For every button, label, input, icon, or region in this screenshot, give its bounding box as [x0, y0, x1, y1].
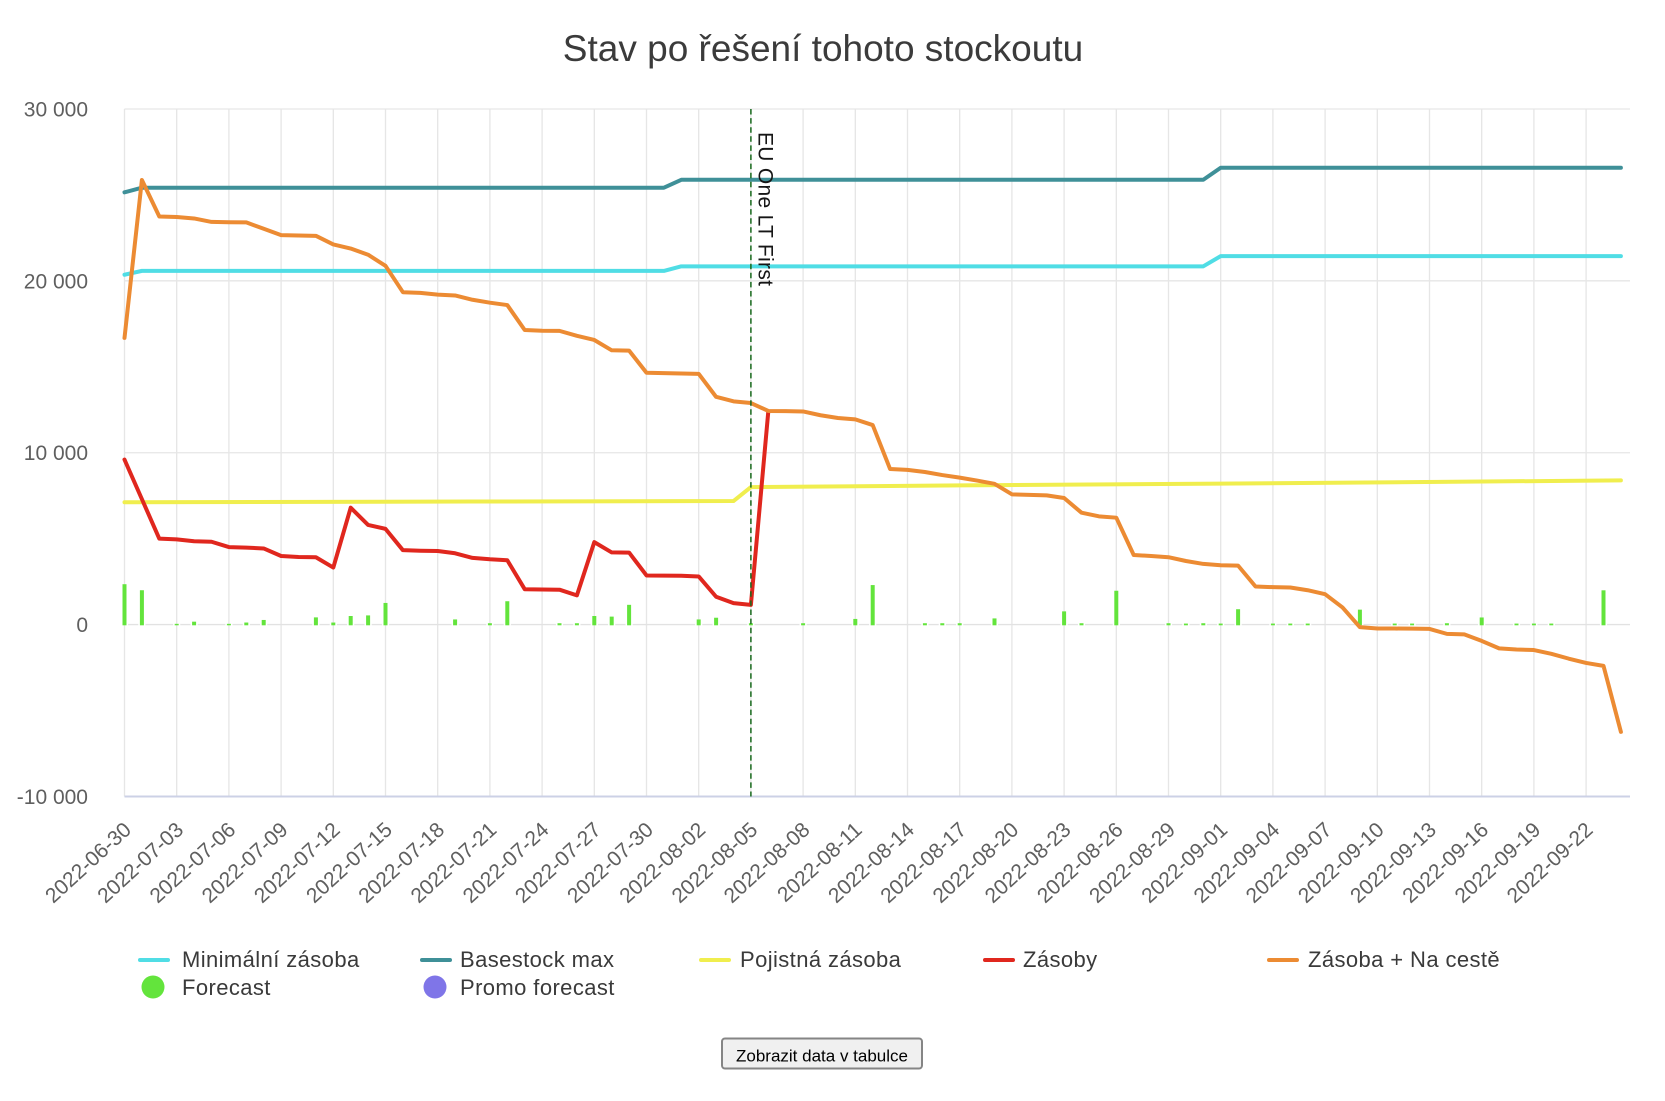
svg-text:Basestock max: Basestock max [460, 947, 614, 972]
svg-text:20 000: 20 000 [24, 270, 88, 293]
svg-text:Stav po řešení tohoto stockout: Stav po řešení tohoto stockoutu [563, 28, 1083, 69]
svg-text:Pojistná zásoba: Pojistná zásoba [740, 947, 902, 972]
svg-text:-10 000: -10 000 [17, 786, 88, 809]
svg-text:Minimální zásoba: Minimální zásoba [182, 947, 360, 972]
svg-text:EU One LT First: EU One LT First [754, 132, 777, 286]
svg-text:Zobrazit data v tabulce: Zobrazit data v tabulce [736, 1047, 908, 1066]
svg-text:Zásoby: Zásoby [1023, 947, 1098, 972]
svg-text:0: 0 [76, 614, 88, 637]
svg-text:Promo forecast: Promo forecast [460, 975, 615, 1000]
svg-text:Forecast: Forecast [182, 975, 271, 1000]
svg-text:10 000: 10 000 [24, 442, 88, 465]
svg-text:30 000: 30 000 [24, 98, 88, 121]
svg-text:Zásoba + Na cestě: Zásoba + Na cestě [1308, 947, 1500, 972]
